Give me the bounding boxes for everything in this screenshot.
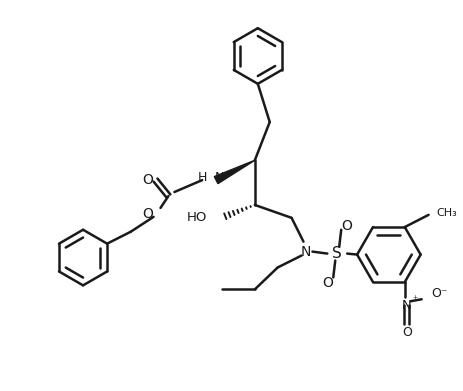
Text: O: O bbox=[142, 207, 153, 221]
Text: H: H bbox=[197, 170, 207, 184]
Text: ⁺: ⁺ bbox=[411, 295, 416, 305]
Text: O: O bbox=[401, 326, 411, 339]
Text: HO: HO bbox=[187, 212, 207, 224]
Text: N: N bbox=[300, 245, 310, 258]
Text: S: S bbox=[332, 246, 341, 261]
Text: N: N bbox=[401, 299, 411, 312]
Text: O: O bbox=[142, 173, 153, 187]
Text: O⁻: O⁻ bbox=[431, 287, 447, 300]
Polygon shape bbox=[214, 160, 254, 184]
Text: O: O bbox=[321, 276, 332, 291]
Text: O: O bbox=[341, 219, 352, 233]
Text: N: N bbox=[215, 170, 224, 184]
Text: CH₃: CH₃ bbox=[436, 208, 457, 218]
